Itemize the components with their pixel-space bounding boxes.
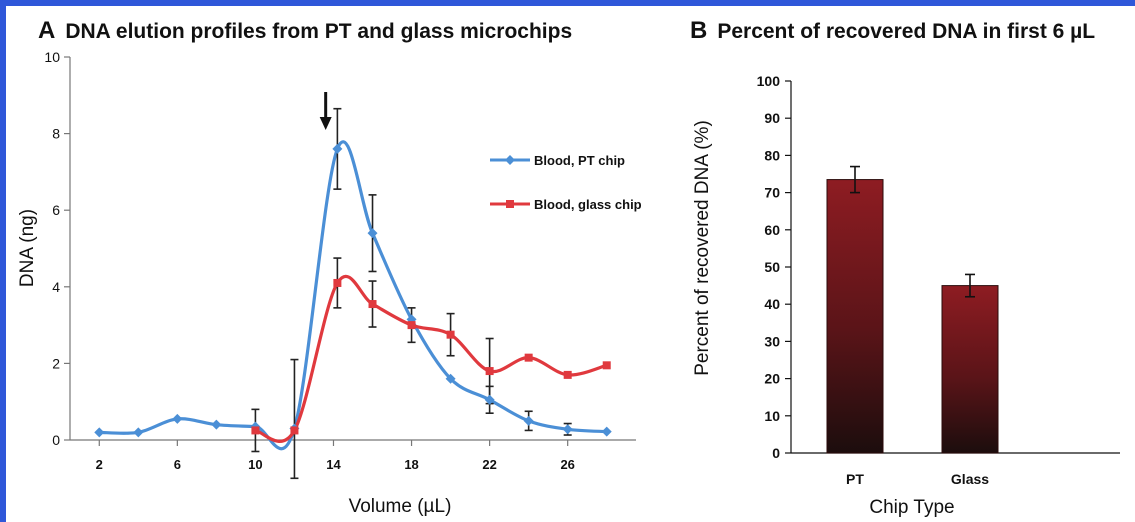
legend-marker	[506, 200, 514, 208]
y-tick-label: 2	[52, 355, 60, 371]
y-tick-label: 70	[764, 185, 780, 201]
pt-point	[94, 427, 105, 438]
panel-a-title: A DNA elution profiles from PT and glass …	[38, 17, 572, 45]
pt-point	[172, 413, 183, 424]
y-tick-label: 90	[764, 110, 780, 126]
glass-point	[602, 361, 611, 370]
glass-point	[524, 353, 533, 362]
series-line-pt	[99, 140, 607, 451]
x-axis-label: Volume (µL)	[349, 496, 452, 517]
y-tick-label: 6	[52, 202, 60, 218]
x-tick-label: 26	[560, 457, 574, 472]
x-axis-label: Chip Type	[869, 497, 954, 518]
y-tick-label: 4	[52, 279, 60, 295]
legend-label: Blood, glass chip	[534, 197, 642, 212]
y-axis-label: Percent of recovered DNA (%)	[692, 120, 713, 376]
y-tick-label: 30	[764, 333, 780, 349]
pt-point	[562, 424, 573, 435]
y-tick-label: 80	[764, 147, 780, 163]
pt-point	[601, 426, 612, 437]
glass-point	[446, 330, 455, 339]
panel-b-title-text: Percent of recovered DNA in first 6 µL	[717, 20, 1096, 43]
x-tick-label: 10	[248, 457, 262, 472]
x-tick-label: 18	[404, 457, 418, 472]
y-tick-label: 50	[764, 259, 780, 275]
x-tick-label: 22	[482, 457, 496, 472]
y-tick-label: 10	[764, 408, 780, 424]
y-tick-label: 0	[772, 445, 780, 461]
recovery-bar-chart: 0 10 20 30 40 50 60 70 80 90 100 PT Glass Chip Type Pe…	[692, 73, 1120, 518]
arrow-head	[319, 117, 332, 130]
panel-b-letter: B	[690, 17, 708, 44]
pt-point	[523, 415, 534, 426]
glass-point	[333, 278, 342, 287]
glass-point	[563, 370, 572, 379]
pt-point	[367, 228, 378, 239]
legend-marker	[505, 155, 515, 165]
pt-point	[211, 419, 222, 430]
bar-pt	[826, 179, 884, 454]
panel-a-letter: A	[38, 17, 56, 44]
y-tick-label: 60	[764, 222, 780, 238]
bar-glass	[941, 285, 999, 454]
pt-point	[484, 394, 495, 405]
pt-point	[445, 373, 456, 384]
y-tick-label: 100	[757, 73, 781, 89]
x-tick-label: 2	[96, 457, 103, 472]
pt-point	[332, 143, 343, 154]
panel-b-title: B Percent of recovered DNA in first 6 µL	[690, 17, 1095, 45]
y-tick-label: 20	[764, 371, 780, 387]
glass-point	[290, 426, 299, 435]
glass-point	[251, 426, 260, 435]
x-tick-label: Glass	[951, 471, 989, 487]
legend-label: Blood, PT chip	[534, 153, 625, 168]
y-tick-label: 8	[52, 126, 60, 142]
x-tick-label: PT	[846, 471, 864, 487]
y-axis-label: DNA (ng)	[17, 209, 38, 287]
glass-point	[368, 300, 377, 309]
y-tick-label: 10	[44, 49, 60, 65]
panel-a-title-text: DNA elution profiles from PT and glass m…	[65, 20, 573, 43]
glass-point	[485, 367, 494, 376]
glass-point	[407, 321, 416, 330]
pt-point	[133, 427, 144, 438]
y-tick-label: 0	[52, 432, 60, 448]
y-tick-label: 40	[764, 296, 780, 312]
x-tick-label: 6	[174, 457, 181, 472]
x-tick-label: 14	[326, 457, 341, 472]
